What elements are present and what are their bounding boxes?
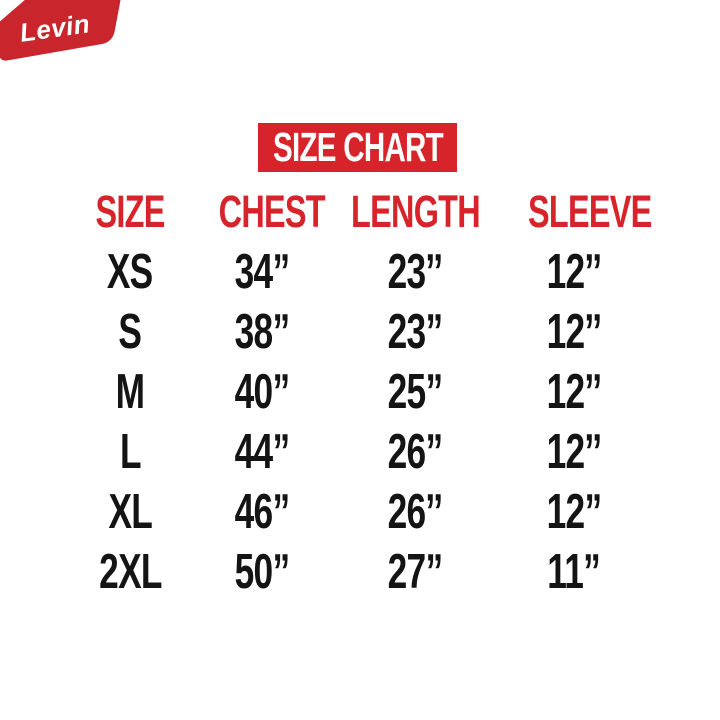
cell-size: XS — [107, 245, 153, 299]
table-row-xl: XL 46” 26’’ 12” — [62, 482, 644, 542]
cell-length: 25” — [387, 365, 443, 419]
cell-size: L — [119, 425, 142, 479]
size-chart-banner: SIZE CHART — [258, 123, 457, 172]
column-header-size: SIZE — [95, 186, 165, 237]
cell-sleeve: 12” — [546, 485, 602, 539]
column-header-chest: CHEST — [218, 186, 326, 237]
column-header-sleeve: SLEEVE — [528, 186, 652, 237]
table-row-l: L 44” 26” 12’’ — [62, 422, 644, 482]
cell-sleeve: 12’’ — [546, 365, 602, 419]
column-header-length: LENGTH — [351, 186, 481, 237]
size-table: SIZE CHEST LENGTH SLEEVE XS 34” 23’’ 12’… — [62, 182, 652, 602]
table-row-s: S 38” 23” 12’’ — [62, 302, 644, 362]
cell-sleeve: 12’’ — [546, 305, 602, 359]
cell-length: 23” — [387, 305, 443, 359]
cell-length: 27” — [387, 545, 443, 599]
cell-chest: 50” — [234, 545, 290, 599]
badge-ribbon-shape — [0, 0, 121, 61]
cell-sleeve: 12’’ — [546, 425, 602, 479]
brand-logo-badge — [0, 0, 121, 61]
cell-sleeve: 12’’ — [546, 245, 602, 299]
cell-chest: 44” — [234, 425, 290, 479]
cell-chest: 40” — [234, 365, 290, 419]
size-chart-banner-label: SIZE CHART — [272, 124, 444, 170]
cell-length: 26” — [387, 425, 443, 479]
cell-length: 26’’ — [387, 485, 443, 539]
cell-chest: 34” — [234, 245, 290, 299]
cell-chest: 38” — [234, 305, 290, 359]
cell-size: M — [115, 365, 145, 419]
cell-length: 23’’ — [387, 245, 443, 299]
cell-size: XL — [108, 485, 152, 539]
table-header-row: SIZE CHEST LENGTH SLEEVE — [62, 182, 652, 242]
table-row-xs: XS 34” 23’’ 12’’ — [62, 242, 644, 302]
cell-chest: 46” — [234, 485, 290, 539]
cell-size: S — [118, 305, 143, 359]
cell-size: 2XL — [98, 545, 162, 599]
table-row-m: M 40” 25” 12’’ — [62, 362, 644, 422]
cell-sleeve: 11” — [547, 545, 602, 599]
table-row-2xl: 2XL 50” 27” 11” — [62, 542, 644, 602]
